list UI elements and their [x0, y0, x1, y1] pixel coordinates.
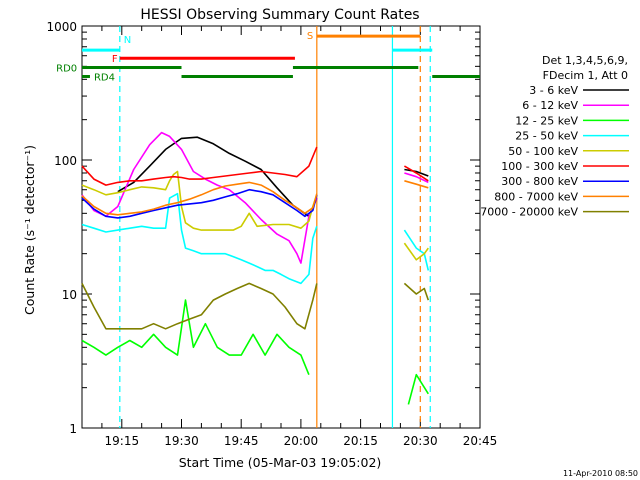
series-line-3 — [81, 192, 430, 285]
series-line-0 — [117, 136, 429, 218]
series-line-1 — [81, 131, 429, 264]
series-line-2 — [81, 299, 429, 405]
x-tick-label: 20:15 — [343, 434, 378, 448]
flag-label: RD0 — [56, 64, 77, 75]
flag-bars: NF S RD0 RD4 — [56, 31, 480, 83]
y-axis-ticks: 1 10 100 1000 — [46, 20, 480, 436]
series-line-7 — [81, 180, 429, 216]
x-tick-label: 19:15 — [105, 434, 140, 448]
legend-label: 6 - 12 keV — [522, 99, 578, 112]
legend-label: 100 - 300 keV — [501, 160, 578, 173]
flag-label: F — [112, 54, 118, 65]
x-tick-label: 19:45 — [224, 434, 259, 448]
legend-header-line-2: FDecim 1, Att 0 — [543, 69, 628, 82]
flag-label: S — [307, 31, 313, 42]
x-axis-ticks: 19:15 19:30 19:45 20:00 20:15 20:30 20:45 — [81, 26, 498, 448]
x-tick-label: 20:00 — [284, 434, 319, 448]
series-line-6 — [81, 188, 318, 219]
legend: Det 1,3,4,5,6,9, FDecim 1, Att 0 3 - 6 k… — [480, 54, 629, 219]
legend-label: 3 - 6 keV — [529, 84, 578, 97]
x-axis-label: Start Time (05-Mar-03 19:05:02) — [179, 455, 382, 470]
y-tick-label: 1000 — [46, 20, 77, 34]
legend-label: 12 - 25 keV — [515, 114, 578, 127]
x-tick-label: 20:30 — [403, 434, 438, 448]
legend-label: 25 - 50 keV — [515, 130, 578, 143]
legend-label: 300 - 800 keV — [501, 175, 578, 188]
legend-header-line-1: Det 1,3,4,5,6,9, — [542, 54, 628, 67]
y-tick-label: 1 — [69, 422, 77, 436]
series-line-5 — [81, 146, 429, 186]
series-line-8 — [81, 282, 430, 330]
flag-label: N — [124, 35, 131, 46]
footer-date: 11-Apr-2010 08:50 — [563, 469, 638, 478]
series-lines — [81, 131, 430, 405]
chart-title: HESSI Observing Summary Count Rates — [140, 7, 419, 23]
x-tick-label: 20:45 — [463, 434, 498, 448]
legend-label: 800 - 7000 keV — [494, 190, 578, 203]
legend-label: 50 - 100 keV — [508, 145, 578, 158]
legend-label: 7000 - 20000 keV — [480, 206, 578, 219]
y-tick-label: 10 — [62, 288, 77, 302]
x-tick-label: 19:30 — [164, 434, 199, 448]
series-line-4 — [81, 170, 429, 261]
y-tick-label: 100 — [54, 154, 77, 168]
y-axis-label: Count Rate (s⁻¹ detector⁻¹) — [22, 145, 37, 315]
flag-label: RD4 — [94, 72, 115, 83]
